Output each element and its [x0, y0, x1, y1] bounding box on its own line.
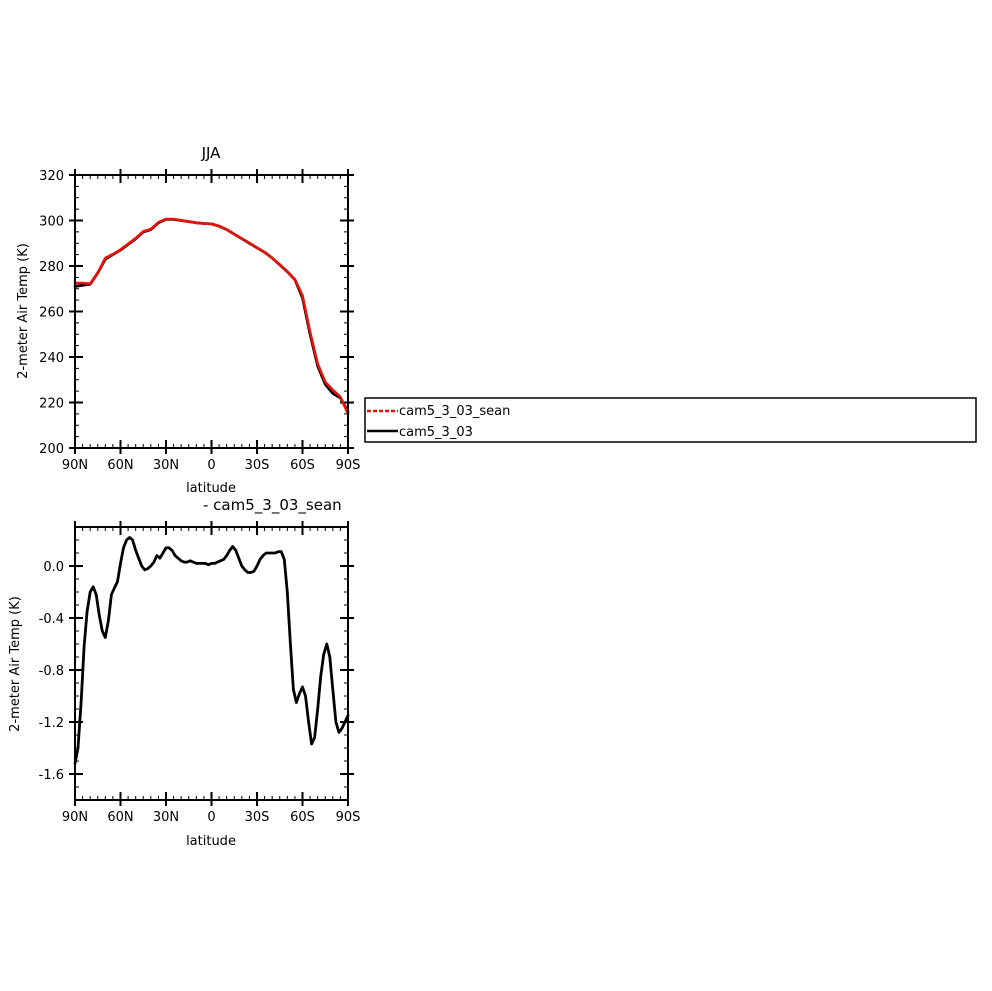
legend: cam5_3_03_sean cam5_3_03 — [364, 397, 977, 443]
legend-label-sean: cam5_3_03_sean — [399, 404, 510, 419]
x-tick-label: 0 — [207, 810, 215, 825]
legend-label-base: cam5_3_03 — [399, 425, 473, 440]
y-tick-label: 300 — [39, 215, 64, 230]
y-axis-label: 2-meter Air Temp (K) — [8, 596, 23, 732]
y-axis-label: 2-meter Air Temp (K) — [16, 243, 31, 379]
chart-title: - cam5_3_03_sean — [203, 496, 342, 515]
y-tick-label: 320 — [39, 169, 64, 184]
x-tick-label: 30S — [245, 810, 270, 825]
y-tick-label: -0.8 — [39, 664, 64, 679]
plot-lines — [73, 217, 350, 416]
axis-ticks: 90N 60N 30N 0 30S 60S 90S -1.6 -1.2 -0.8 -0.4 0.0 — [39, 521, 361, 825]
x-tick-label: 60N — [107, 810, 133, 825]
series-line-difference — [73, 536, 350, 765]
x-tick-label: 60S — [290, 810, 315, 825]
legend-box — [364, 397, 977, 443]
y-tick-label: 280 — [39, 260, 64, 275]
x-tick-label: 30N — [153, 458, 179, 473]
plot-frame — [74, 174, 349, 449]
plot-frame — [74, 526, 349, 801]
series-line-cam5-3-03-sean — [73, 217, 350, 416]
y-tick-label: 220 — [39, 397, 64, 412]
x-tick-label: 90N — [62, 810, 88, 825]
x-tick-label: 90S — [336, 458, 361, 473]
x-axis-label: latitude — [186, 481, 236, 496]
x-axis-label: latitude — [186, 834, 236, 849]
y-tick-label: -1.2 — [39, 716, 64, 731]
y-tick-label: 200 — [39, 442, 64, 457]
x-tick-label: 60N — [107, 458, 133, 473]
axis-ticks: 90N 60N 30N 0 30S 60S 90S 200 220 240 260 280 300 320 — [39, 169, 360, 473]
x-tick-label: 60S — [290, 458, 315, 473]
x-tick-label: 30N — [153, 810, 179, 825]
x-tick-label: 0 — [207, 458, 215, 473]
y-tick-label: 0.0 — [43, 560, 64, 575]
y-tick-label: -1.6 — [39, 768, 64, 783]
x-tick-label: 30S — [245, 458, 270, 473]
y-tick-label: -0.4 — [39, 612, 64, 627]
y-tick-label: 240 — [39, 351, 64, 366]
panel-bottom: - cam5_3_03_sean 2-meter Air Temp (K) la… — [8, 496, 360, 849]
chart-title: JJA — [201, 144, 222, 162]
panel-top: JJA 2-meter Air Temp (K) latitude 90N 60N… — [16, 144, 360, 496]
x-tick-label: 90S — [336, 810, 361, 825]
y-tick-label: 260 — [39, 306, 64, 321]
x-tick-label: 90N — [62, 458, 88, 473]
plot-lines — [73, 536, 350, 765]
